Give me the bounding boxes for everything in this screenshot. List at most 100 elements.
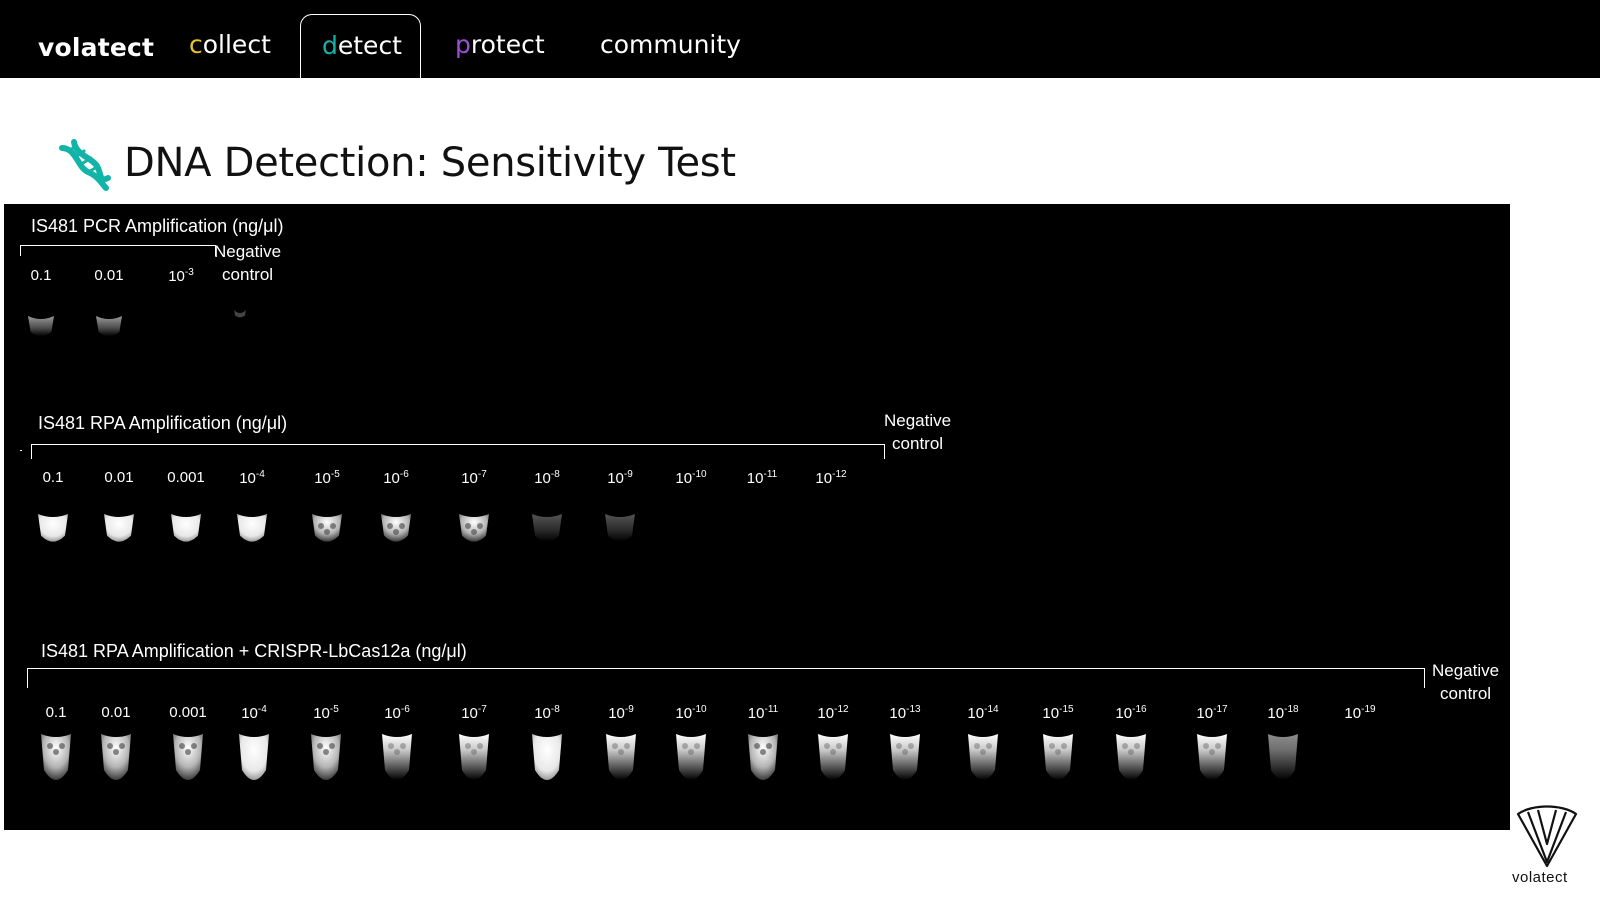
volatect-logo-icon[interactable] [1514,800,1580,870]
crispr-negative-control-label: Negative control [1432,659,1499,705]
concentration-exponent: -8 [550,469,560,480]
concentration-base: 10 [384,705,401,722]
nav-item-detect-label: etect [337,31,402,60]
concentration-base: 10 [608,705,625,722]
pcr-bracket [20,450,22,451]
concentration-exponent: -11 [763,469,778,480]
concentration-base: 10 [815,470,833,487]
concentration-label: 10-4 [239,469,265,487]
sample-tube [234,310,246,318]
concentration-label: 10-7 [461,704,487,722]
sample-tube [748,734,778,780]
concentration-base: 10 [889,705,907,722]
sample-tube [104,514,134,542]
nav-item-collect[interactable]: collect [189,30,271,59]
concentration-exponent: -9 [623,469,633,480]
sample-tube [459,734,489,780]
concentration-label: 10-12 [815,469,846,487]
concentration-exponent: -11 [764,704,779,715]
concentration-base: 0.1 [30,267,52,284]
sample-tube [173,734,203,780]
concentration-exponent: -4 [255,469,265,480]
rpa-negative-line1: Negative [884,411,952,430]
sample-tube [312,514,342,542]
concentration-label: 10-9 [607,469,633,487]
concentration-base: 0.01 [104,469,134,486]
brand-logo-text[interactable]: volatect [38,33,155,62]
concentration-label: 10-7 [461,469,487,487]
concentration-label: 10-8 [534,469,560,487]
sample-tube [890,734,920,780]
concentration-base: 10 [461,470,478,487]
concentration-exponent: -19 [1361,704,1376,715]
concentration-exponent: -4 [257,704,267,715]
nav-item-community-label: community [600,30,741,59]
nav-item-collect-label: ollect [202,30,271,59]
concentration-exponent: -10 [692,469,707,480]
concentration-label: 10-9 [608,704,634,722]
sample-tube [28,316,54,337]
pcr-negative-line1: Negative [214,242,282,261]
concentration-exponent: -7 [477,469,487,480]
crispr-range-bracket [27,668,1425,688]
sample-tube [101,734,131,780]
concentration-label: 10-14 [967,704,998,722]
sample-tube [237,514,267,542]
volatect-logo-text: volatect [1512,869,1568,886]
nav-item-detect[interactable]: detect [300,14,421,78]
concentration-base: 10 [534,705,551,722]
nav-item-protect-accent: p [455,30,471,59]
nav-item-protect[interactable]: protect [455,30,545,59]
rpa-negative-control-label: Negative control [884,409,951,455]
concentration-exponent: -3 [184,267,194,278]
concentration-label: 0.1 [31,267,52,284]
concentration-base: 10 [817,705,835,722]
concentration-base: 10 [168,268,185,285]
nav-item-community[interactable]: community [600,30,741,59]
concentration-base: 0.01 [101,704,131,721]
concentration-exponent: -5 [329,704,339,715]
concentration-base: 0.1 [45,704,67,721]
concentration-label: 10-5 [314,469,340,487]
sample-tube [38,514,68,542]
sample-tube [381,514,411,542]
concentration-exponent: -12 [832,469,847,480]
concentration-exponent: -7 [477,704,487,715]
rpa-section-title: IS481 RPA Amplification (ng/μl) [38,413,288,433]
concentration-base: 10 [675,705,693,722]
concentration-label: 10-6 [384,704,410,722]
concentration-label: 0.01 [104,469,133,486]
gel-image-panel: IS481 PCR Amplification (ng/μl) Negative… [4,204,1510,830]
concentration-base: 10 [314,470,331,487]
sample-tube [1043,734,1073,780]
concentration-label: 10-11 [747,469,777,487]
concentration-base: 10 [1196,705,1214,722]
concentration-base: 10 [1115,705,1133,722]
pcr-negative-control-label: Negative control [214,240,281,286]
rpa-negative-line2: control [892,434,944,453]
sample-tube [1268,734,1298,780]
nav-item-collect-accent: c [189,30,203,59]
concentration-base: 10 [675,470,693,487]
nav-item-detect-accent: d [322,31,338,60]
pcr-range-bracket [20,245,216,256]
concentration-base: 0.001 [169,704,207,721]
concentration-label: 10-10 [675,469,706,487]
sample-tube [41,734,71,780]
concentration-base: 10 [1344,705,1362,722]
concentration-base: 10 [1042,705,1060,722]
sample-tube [382,734,412,780]
concentration-label: 10-18 [1267,704,1298,722]
concentration-base: 10 [241,705,258,722]
concentration-exponent: -8 [550,704,560,715]
sample-tube [968,734,998,780]
concentration-exponent: -16 [1132,704,1147,715]
concentration-label: 10-17 [1196,704,1227,722]
sample-tube [96,316,122,337]
concentration-base: 10 [607,470,624,487]
page-title: DNA Detection: Sensitivity Test [124,140,736,186]
sample-tube [459,514,489,542]
concentration-exponent: -6 [400,704,410,715]
concentration-exponent: -5 [330,469,340,480]
concentration-exponent: -10 [692,704,707,715]
